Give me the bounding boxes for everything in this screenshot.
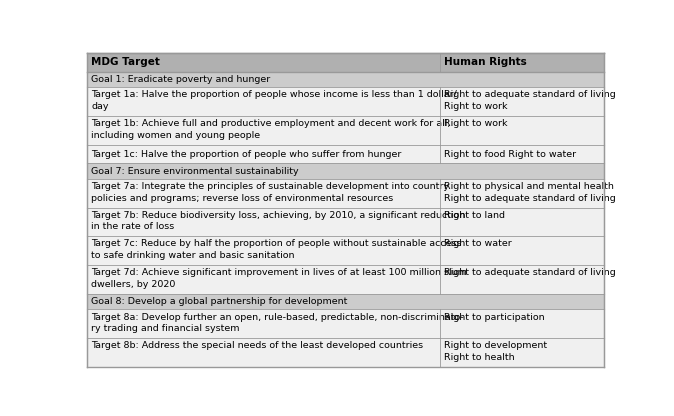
- Text: Right to physical and mental health
Right to adequate standard of living: Right to physical and mental health Righ…: [443, 182, 615, 203]
- Text: Target 1a: Halve the proportion of people whose income is less than 1 dollar/
da: Target 1a: Halve the proportion of peopl…: [91, 90, 457, 111]
- Text: Target 7b: Reduce biodiversity loss, achieving, by 2010, a significant reduction: Target 7b: Reduce biodiversity loss, ach…: [91, 210, 466, 231]
- Bar: [88, 178, 603, 208]
- Text: Target 7c: Reduce by half the proportion of people without sustainable access
to: Target 7c: Reduce by half the proportion…: [91, 240, 462, 260]
- Bar: [88, 294, 603, 310]
- Text: Right to work: Right to work: [443, 119, 508, 128]
- Text: Right to water: Right to water: [443, 240, 512, 248]
- Bar: [88, 208, 603, 236]
- Bar: [88, 53, 603, 72]
- Text: Human Rights: Human Rights: [443, 57, 526, 67]
- Text: Goal 8: Develop a global partnership for development: Goal 8: Develop a global partnership for…: [91, 297, 348, 306]
- Text: Right to adequate standard of living: Right to adequate standard of living: [443, 268, 615, 277]
- Bar: [88, 265, 603, 294]
- Bar: [88, 116, 603, 145]
- Bar: [88, 163, 603, 178]
- Bar: [88, 87, 603, 116]
- Text: Target 7d: Achieve significant improvement in lives of at least 100 million slum: Target 7d: Achieve significant improveme…: [91, 268, 467, 289]
- Bar: [88, 310, 603, 338]
- Text: Target 1c: Halve the proportion of people who suffer from hunger: Target 1c: Halve the proportion of peopl…: [91, 149, 402, 158]
- Text: Right to participation: Right to participation: [443, 312, 545, 322]
- Text: Target 8a: Develop further an open, rule-based, predictable, non-discriminato-
r: Target 8a: Develop further an open, rule…: [91, 312, 464, 333]
- Text: Right to food Right to water: Right to food Right to water: [443, 149, 576, 158]
- Text: Goal 1: Eradicate poverty and hunger: Goal 1: Eradicate poverty and hunger: [91, 75, 270, 84]
- Text: Right to development
Right to health: Right to development Right to health: [443, 342, 547, 362]
- Bar: [88, 145, 603, 163]
- Text: MDG Target: MDG Target: [91, 57, 160, 67]
- Text: Right to adequate standard of living
Right to work: Right to adequate standard of living Rig…: [443, 90, 615, 111]
- Text: Target 8b: Address the special needs of the least developed countries: Target 8b: Address the special needs of …: [91, 342, 423, 350]
- Bar: [88, 72, 603, 87]
- Bar: [88, 338, 603, 367]
- Text: Goal 7: Ensure environmental sustainability: Goal 7: Ensure environmental sustainabil…: [91, 166, 299, 176]
- Text: Target 7a: Integrate the principles of sustainable development into country
poli: Target 7a: Integrate the principles of s…: [91, 182, 450, 203]
- Bar: [88, 236, 603, 265]
- Text: Right to land: Right to land: [443, 210, 505, 220]
- Text: Target 1b: Achieve full and productive employment and decent work for all,
inclu: Target 1b: Achieve full and productive e…: [91, 119, 451, 140]
